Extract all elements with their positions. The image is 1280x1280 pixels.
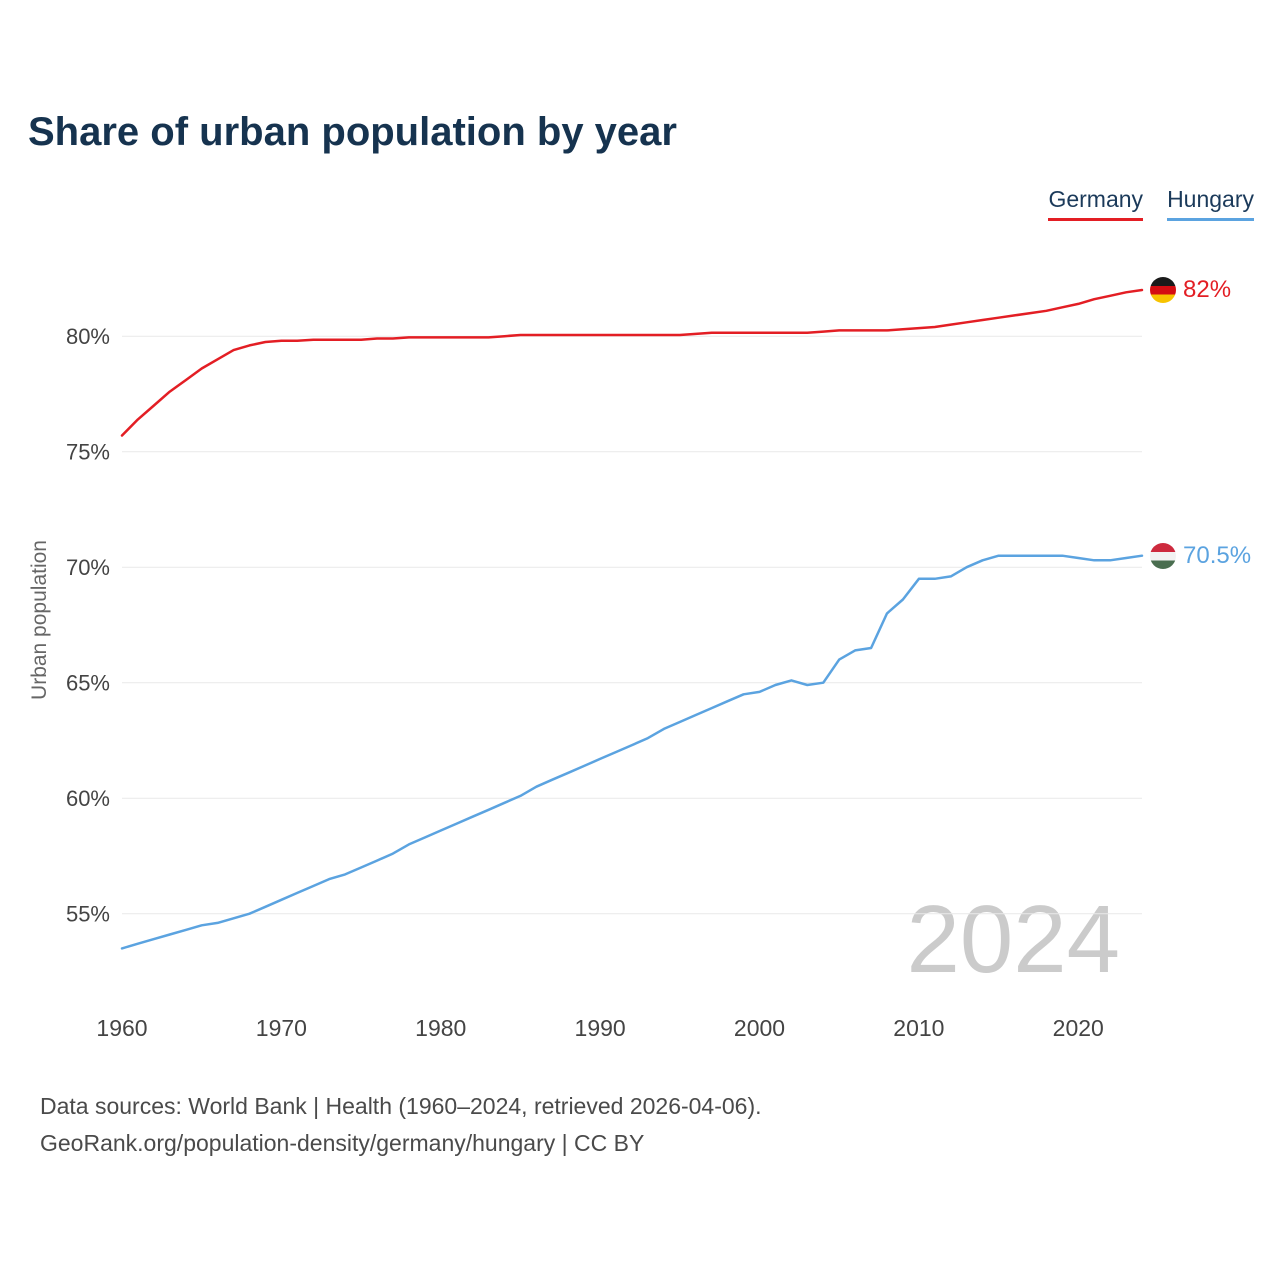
germany-end-label: 82% bbox=[1150, 276, 1231, 304]
y-tick-label: 55% bbox=[66, 902, 110, 927]
legend-item-germany[interactable]: Germany bbox=[1048, 186, 1144, 221]
y-tick-label: 60% bbox=[66, 786, 110, 811]
x-tick-label: 1960 bbox=[96, 1015, 147, 1041]
legend-item-hungary[interactable]: Hungary bbox=[1167, 186, 1254, 221]
hungary-end-label: 70.5% bbox=[1150, 542, 1251, 570]
hungary-end-value: 70.5% bbox=[1183, 541, 1252, 569]
y-tick-label: 80% bbox=[66, 324, 110, 349]
footer: Data sources: World Bank | Health (1960–… bbox=[40, 1088, 762, 1162]
hungary-flag-icon bbox=[1150, 542, 1176, 569]
x-tick-label: 1980 bbox=[415, 1015, 466, 1041]
germany-end-value: 82% bbox=[1183, 276, 1232, 303]
watermark-year: 2024 bbox=[906, 886, 1120, 993]
footer-attribution: GeoRank.org/population-density/germany/h… bbox=[40, 1130, 645, 1156]
legend: Germany Hungary bbox=[1048, 186, 1254, 221]
legend-label-hungary: Hungary bbox=[1167, 186, 1254, 221]
y-tick-label: 65% bbox=[66, 671, 110, 696]
y-axis-title: Urban population bbox=[28, 540, 51, 700]
x-tick-label: 1970 bbox=[256, 1015, 307, 1041]
footer-data-sources: Data sources: World Bank | Health (1960–… bbox=[40, 1093, 762, 1119]
x-tick-label: 2000 bbox=[734, 1015, 785, 1041]
x-tick-label: 2010 bbox=[893, 1015, 944, 1041]
y-tick-label: 75% bbox=[66, 440, 110, 465]
x-tick-label: 2020 bbox=[1053, 1015, 1104, 1041]
page-title: Share of urban population by year bbox=[28, 110, 677, 154]
y-tick-label: 70% bbox=[66, 555, 110, 580]
x-tick-label: 1990 bbox=[575, 1015, 626, 1041]
germany-flag-icon bbox=[1150, 277, 1176, 303]
hungary-line[interactable] bbox=[120, 554, 1144, 950]
legend-label-germany: Germany bbox=[1048, 186, 1144, 221]
germany-line[interactable] bbox=[120, 288, 1144, 437]
